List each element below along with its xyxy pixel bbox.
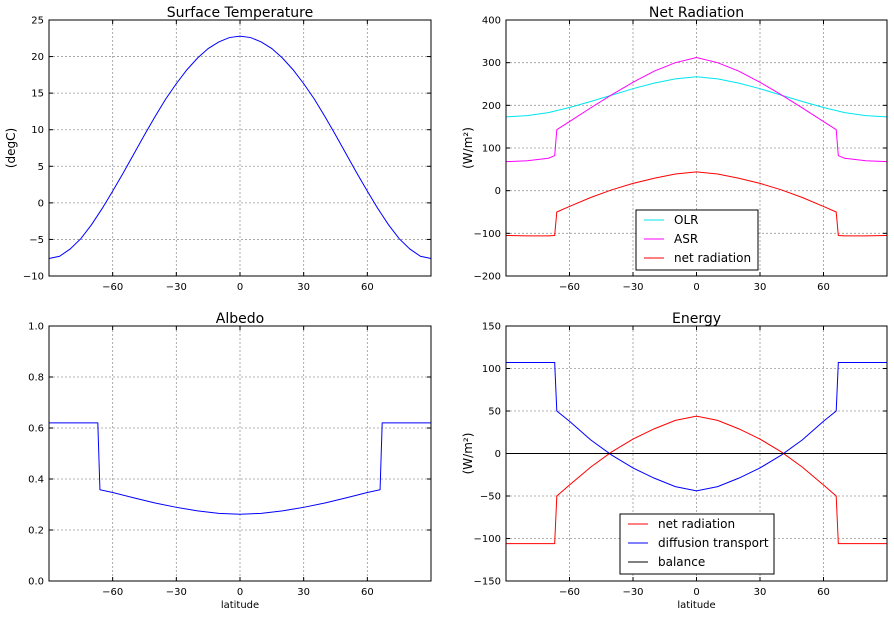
legend-entry: diffusion transport <box>658 536 769 550</box>
y-tick-label: −100 <box>474 534 501 545</box>
y-tick-label: 100 <box>482 364 501 375</box>
x-tick-label: 0 <box>693 587 699 598</box>
x-tick-label: −60 <box>559 587 580 598</box>
x-tick-label: 60 <box>817 282 830 293</box>
y-tick-label: 100 <box>482 144 501 155</box>
y-tick-label: 0 <box>495 449 501 460</box>
chart-title: Albedo <box>216 311 264 327</box>
y-tick-label: −10 <box>23 272 44 283</box>
x-tick-label: −30 <box>622 282 643 293</box>
y-tick-label: −150 <box>474 577 501 588</box>
y-tick-label: 0.2 <box>28 526 44 537</box>
y-tick-label: −5 <box>29 235 44 246</box>
chart-title: Surface Temperature <box>167 5 313 21</box>
legend-entry: OLR <box>674 213 698 227</box>
chart-energy: −60 −30 0 30 60 −150 −100 −50 0 50 100 150 Energy (W/… <box>461 311 888 611</box>
y-tick-label: 300 <box>482 58 501 69</box>
y-tick-label: 25 <box>31 16 44 27</box>
x-tick-label: −60 <box>102 282 123 293</box>
y-tick-label: 5 <box>38 162 44 173</box>
x-tick-label: 0 <box>237 282 243 293</box>
series-line-net-radiation <box>505 171 888 237</box>
y-tick-label: 0.4 <box>28 475 44 486</box>
x-axis-label: latitude <box>221 600 259 611</box>
y-tick-label: 0 <box>495 186 501 197</box>
y-tick-label: −100 <box>474 229 501 240</box>
y-axis-label: (W/m²) <box>461 127 475 169</box>
x-tick-label: −60 <box>559 282 580 293</box>
legend-entry: net radiation <box>658 517 735 531</box>
x-tick-label: −30 <box>622 587 643 598</box>
legend: OLR ASR net radiation <box>635 209 759 271</box>
y-tick-label: 0.0 <box>28 577 44 588</box>
x-tick-label: 0 <box>237 587 243 598</box>
y-tick-label: 10 <box>31 125 44 136</box>
legend-entry: net radiation <box>674 251 751 265</box>
series-line-OLR <box>505 76 888 118</box>
x-tick-label: 60 <box>361 282 374 293</box>
y-tick-label: 400 <box>482 16 501 27</box>
series-line-diffusion-transport <box>506 362 887 492</box>
y-tick-label: −50 <box>480 492 501 503</box>
y-tick-label: −200 <box>474 272 501 283</box>
chart-title: Energy <box>672 311 721 327</box>
chart-net-radiation: −60 −30 0 30 60 −200 −100 0 100 200 300 400 Net Radi… <box>461 5 888 293</box>
x-tick-label: 30 <box>754 282 767 293</box>
y-tick-label: 0.6 <box>28 424 44 435</box>
y-tick-label: 0.8 <box>28 373 44 384</box>
x-tick-label: 0 <box>693 282 699 293</box>
x-tick-label: −60 <box>102 587 123 598</box>
series-line-net-radiation <box>506 415 887 545</box>
y-tick-label: 15 <box>31 89 44 100</box>
x-tick-label: 60 <box>361 587 374 598</box>
chart-title: Net Radiation <box>649 5 744 21</box>
x-tick-label: −30 <box>166 587 187 598</box>
legend-entry: ASR <box>674 232 698 246</box>
y-tick-label: 0 <box>38 198 44 209</box>
x-tick-label: 30 <box>297 282 310 293</box>
y-tick-label: 200 <box>482 101 501 112</box>
legend: net radiation diffusion transport balance <box>619 513 775 575</box>
chart-albedo: −60 −30 0 30 60 0.0 0.2 0.4 0.6 0.8 1.0 Albedo latit… <box>28 311 432 611</box>
x-tick-label: 30 <box>297 587 310 598</box>
x-tick-label: 60 <box>817 587 830 598</box>
y-tick-label: 50 <box>488 407 501 418</box>
chart-surface-temperature: −60 −30 0 30 60 −10 −5 0 5 10 15 20 25 Surface Temper… <box>4 5 432 293</box>
y-tick-label: 150 <box>482 322 501 333</box>
y-axis-label: (degC) <box>4 128 18 168</box>
y-tick-label: 20 <box>31 52 44 63</box>
x-axis-label: latitude <box>677 600 715 611</box>
y-axis-label: (W/m²) <box>461 433 475 475</box>
x-tick-label: 30 <box>754 587 767 598</box>
y-tick-label: 1.0 <box>28 322 44 333</box>
series-line-0 <box>49 422 431 515</box>
series-line-ASR <box>505 57 888 163</box>
legend-entry: balance <box>658 555 705 569</box>
series-line-0 <box>48 35 432 259</box>
x-tick-label: −30 <box>166 282 187 293</box>
